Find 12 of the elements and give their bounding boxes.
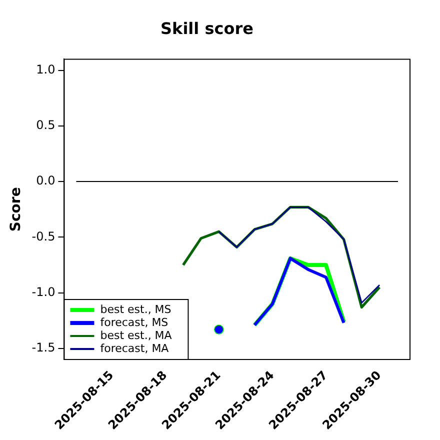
legend-label: forecast, MA <box>100 342 170 355</box>
y-tick-label: 0.0 <box>36 174 56 188</box>
y-tick-label: -1.0 <box>32 284 56 299</box>
y-tick-label: 1.0 <box>36 62 56 76</box>
chart-title: Skill score <box>160 18 254 38</box>
legend-label: forecast, MS <box>100 316 168 329</box>
legend-label: best est., MS <box>100 302 172 316</box>
y-axis-title: Score <box>8 187 24 232</box>
legend-label: best est., MA <box>100 328 172 342</box>
y-tick-label: -1.5 <box>32 340 56 355</box>
y-tick-label: -0.5 <box>32 229 56 244</box>
y-tick-label: 0.5 <box>36 118 56 132</box>
